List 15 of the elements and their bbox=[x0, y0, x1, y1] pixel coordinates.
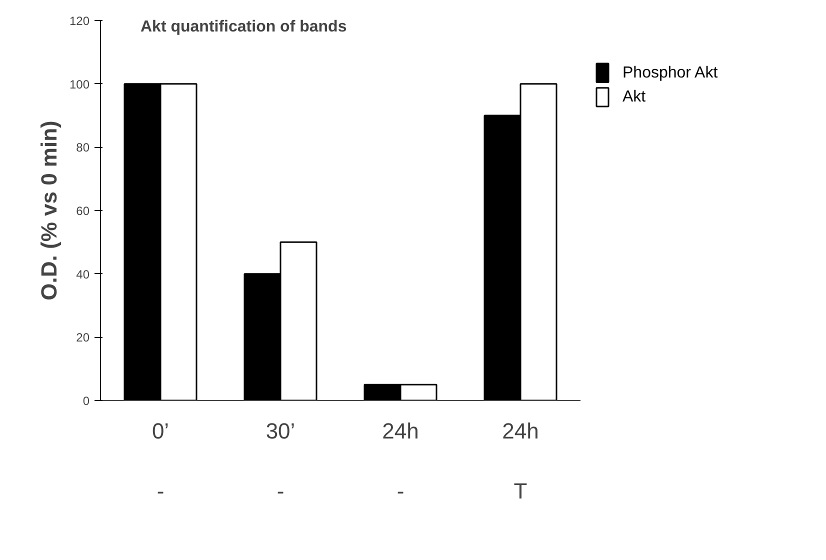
y-tick-label: 0 bbox=[82, 394, 90, 408]
y-tick-label: 60 bbox=[76, 204, 90, 218]
y-tick-label: 120 bbox=[69, 14, 90, 28]
y-axis-title: O.D. (% vs 0 min) bbox=[36, 120, 62, 300]
category-label: 24h T bbox=[502, 418, 539, 504]
category-label: 24h - bbox=[382, 418, 419, 504]
category-label: 30’ - bbox=[266, 418, 296, 504]
y-tick-label: 40 bbox=[76, 267, 90, 282]
chart-title: Akt quantification of bands bbox=[140, 18, 347, 36]
y-tick-label: 20 bbox=[76, 330, 90, 345]
legend-label: Phosphor Akt bbox=[622, 64, 718, 82]
y-tick-label: 100 bbox=[69, 77, 90, 92]
y-tick-label: 80 bbox=[76, 140, 90, 155]
legend-label: Akt bbox=[622, 88, 646, 106]
category-label: 0’ - bbox=[152, 418, 170, 504]
